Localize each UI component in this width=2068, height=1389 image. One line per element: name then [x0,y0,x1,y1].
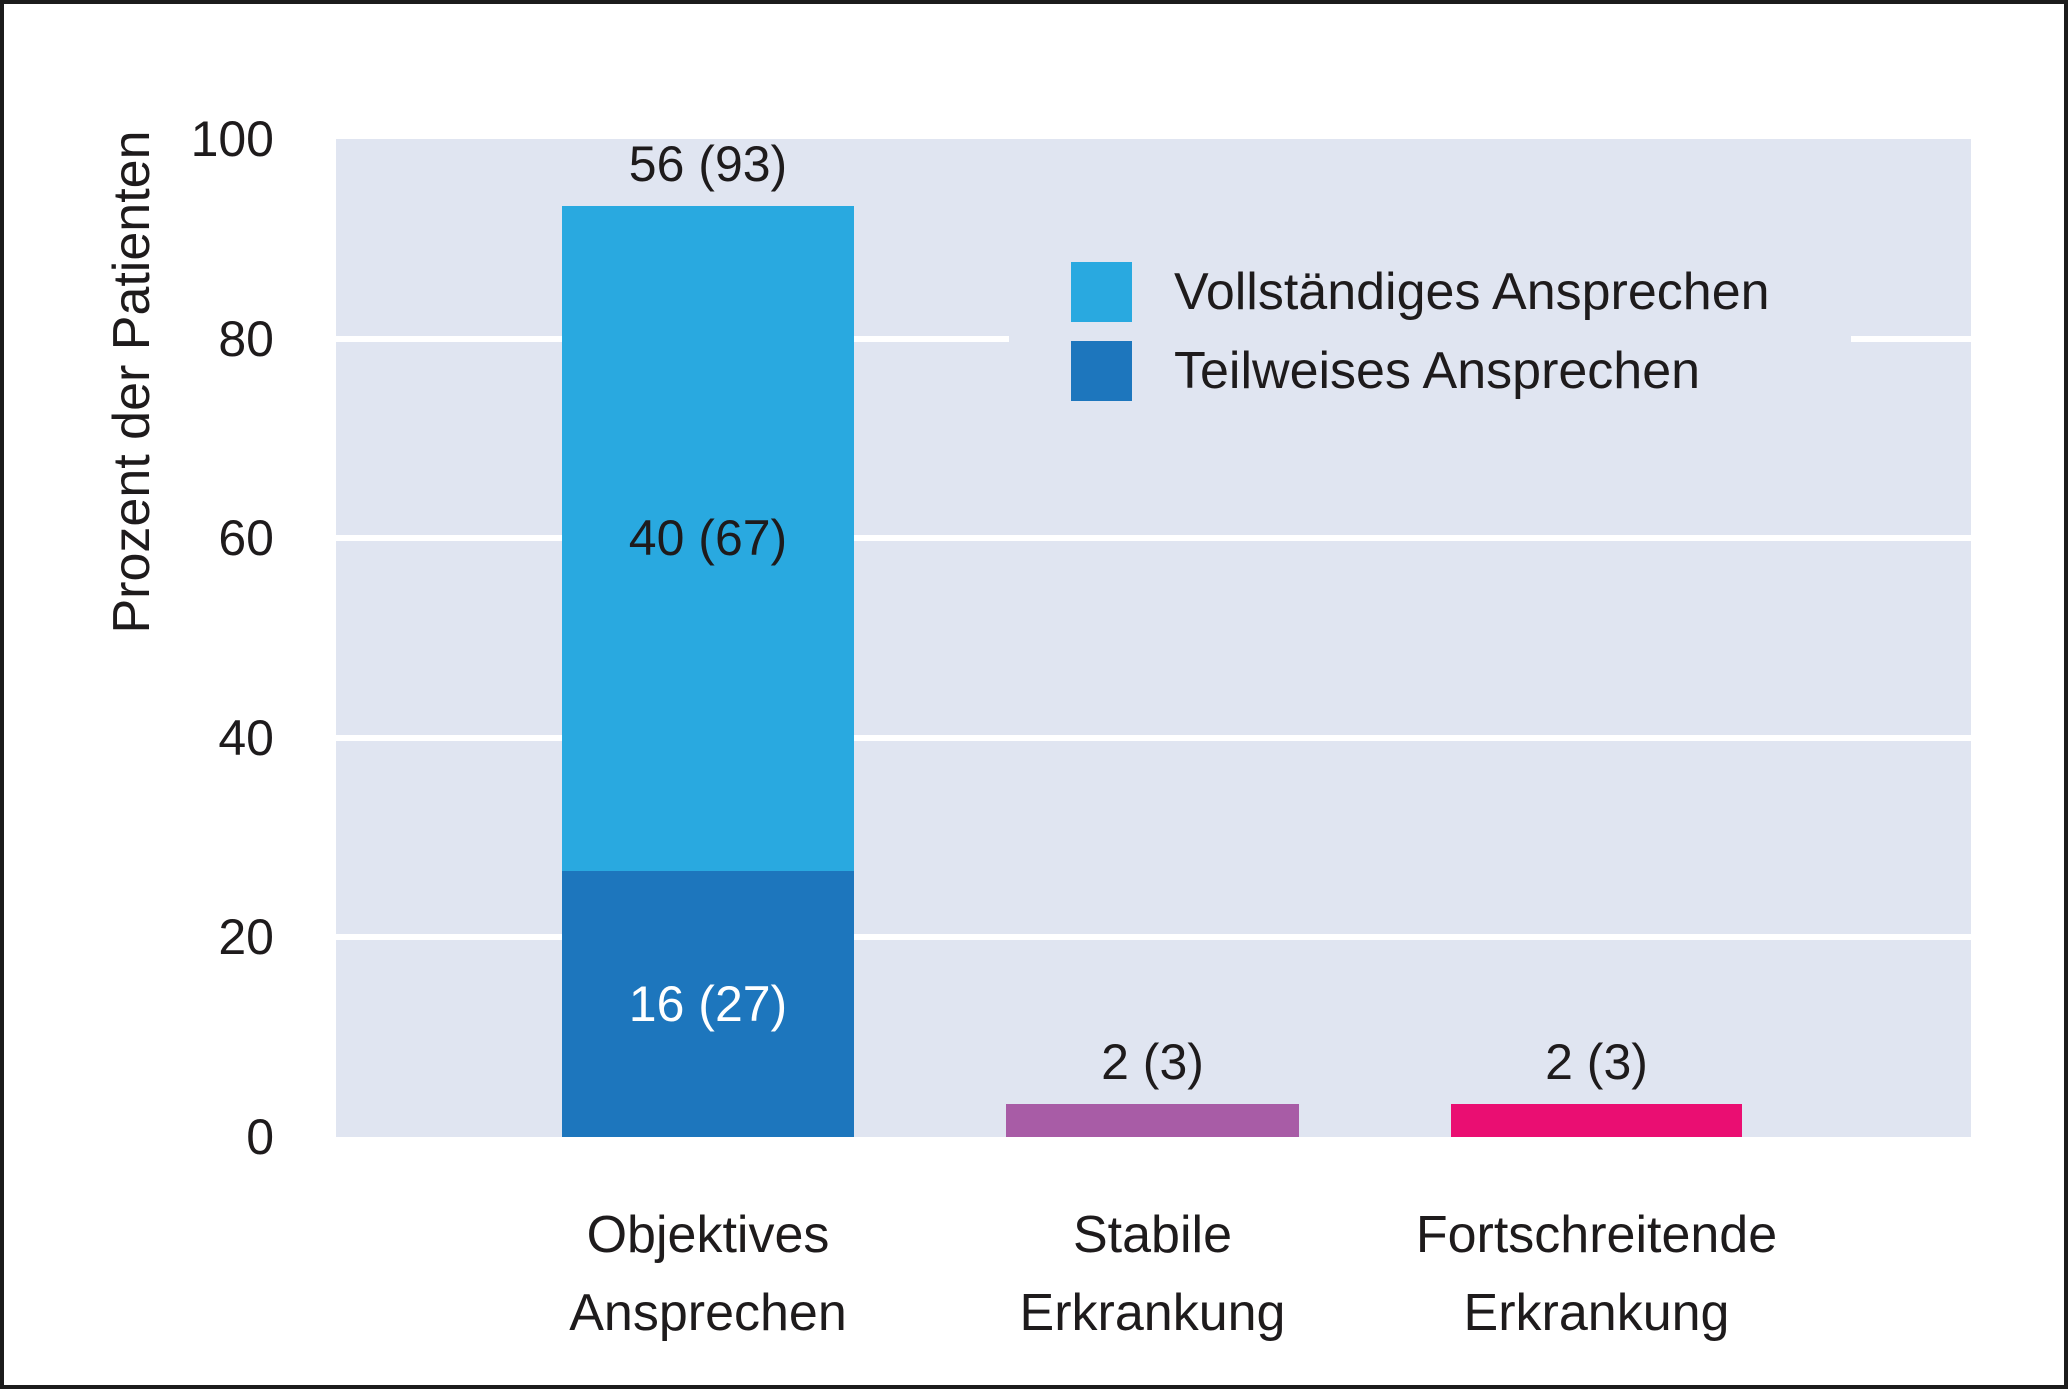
legend-label-vollstaendiges-ansprechen: Vollständiges Ansprechen [1174,263,1770,321]
bar-total-label: 2 (3) [1545,1034,1648,1091]
x-category-label-line: Objektives [586,1206,830,1264]
y-tick-label-100: 100 [190,111,274,167]
bar-segment-vollst-ndiges-ansprechen: 40 (67) [562,205,854,871]
legend-item-teilweises-ansprechen: Teilweises Ansprechen [1071,341,1851,401]
bar-segment-teilweises-ansprechen: 16 (27) [562,870,854,1137]
gridline-20 [336,934,1971,941]
legend-swatch-vollstaendiges-ansprechen-icon [1071,262,1132,322]
gridline-60 [336,535,1971,542]
bar-total-label: 56 (93) [628,135,788,192]
legend-swatch-teilweises-ansprechen-icon [1071,341,1132,401]
bar-segment-value-label: 40 (67) [628,510,788,567]
x-category-label-line: Erkrankung [1463,1284,1730,1342]
y-tick-label-0: 0 [246,1109,274,1165]
gridline-40 [336,734,1971,741]
legend-item-vollstaendiges-ansprechen: Vollständiges Ansprechen [1071,262,1851,322]
x-category-label-line: Erkrankung [1019,1284,1286,1342]
legend: Vollständiges Ansprechen Teilweises Ansp… [1009,236,1851,428]
legend-label-teilweises-ansprechen: Teilweises Ansprechen [1174,342,1701,400]
bar-total-label: 2 (3) [1101,1034,1204,1091]
x-category-label: Stabile Erkrankung [853,1196,1453,1352]
bar-segment-value-label: 16 (27) [628,975,788,1032]
x-category-label: Objektives Ansprechen [408,1196,1008,1352]
x-category-label-line: Fortschreitende [1415,1206,1778,1264]
x-category-label: Fortschreitende Erkrankung [1297,1196,1897,1352]
y-tick-label-20: 20 [218,909,274,966]
y-tick-label-80: 80 [218,310,274,367]
y-tick-label-60: 60 [218,510,274,567]
plot-area: 16 (27) 40 (67) 56 (93) 2 (3) 2 (3) Vollstän… [336,135,1971,1137]
bar-segment-fortschreitende-erkrankung [1451,1104,1742,1137]
bar-segment-stabile-erkrankung [1006,1104,1299,1137]
x-category-label-line: Stabile [1073,1206,1232,1264]
x-category-label-line: Ansprechen [569,1284,847,1342]
y-tick-label-40: 40 [218,709,274,766]
